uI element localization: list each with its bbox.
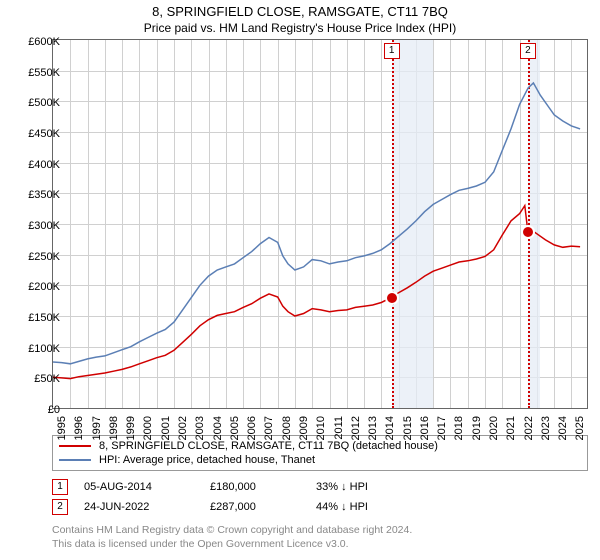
x-tick-label: 2003 — [194, 416, 206, 440]
y-tick-label: £200K — [12, 281, 60, 293]
series-property — [53, 206, 580, 379]
x-tick-label: 2016 — [419, 416, 431, 440]
x-tick-label: 2011 — [333, 416, 345, 440]
x-tick-label: 2018 — [453, 416, 465, 440]
chart-container: 8, SPRINGFIELD CLOSE, RAMSGATE, CT11 7BQ… — [0, 0, 600, 560]
x-tick-label: 1998 — [108, 416, 120, 440]
marker-dot — [385, 291, 399, 305]
sale-price: £180,000 — [210, 481, 300, 493]
x-tick-label: 2006 — [246, 416, 258, 440]
x-tick-label: 2014 — [384, 416, 396, 440]
y-tick-label: £300K — [12, 220, 60, 232]
y-tick-label: £600K — [12, 36, 60, 48]
x-tick-label: 2010 — [315, 416, 327, 440]
x-tick-label: 2020 — [488, 416, 500, 440]
x-tick-label: 2005 — [229, 416, 241, 440]
y-tick-label: £500K — [12, 97, 60, 109]
y-tick-label: £350K — [12, 189, 60, 201]
x-tick-label: 2008 — [281, 416, 293, 440]
y-tick-label: £400K — [12, 159, 60, 171]
x-tick-label: 2019 — [471, 416, 483, 440]
x-tick-label: 2007 — [263, 416, 275, 440]
y-tick-label: £0 — [12, 404, 60, 416]
y-tick-label: £100K — [12, 343, 60, 355]
x-tick-label: 1997 — [91, 416, 103, 440]
y-tick-label: £250K — [12, 251, 60, 263]
x-tick-label: 1999 — [125, 416, 137, 440]
x-tick-label: 2000 — [142, 416, 154, 440]
x-tick-label: 2023 — [540, 416, 552, 440]
plot-area: 12 — [52, 39, 588, 409]
sale-row: 1 05-AUG-2014 £180,000 33% ↓ HPI — [52, 477, 588, 497]
sale-date: 24-JUN-2022 — [84, 501, 194, 513]
y-tick-label: £150K — [12, 312, 60, 324]
legend-swatch-property — [59, 445, 91, 447]
x-tick-label: 2021 — [505, 416, 517, 440]
sale-diff: 33% ↓ HPI — [316, 481, 426, 493]
x-tick-label: 2022 — [523, 416, 535, 440]
x-tick-label: 2013 — [367, 416, 379, 440]
legend-swatch-hpi — [59, 459, 91, 461]
x-tick-label: 2001 — [160, 416, 172, 440]
x-tick-label: 1995 — [56, 416, 68, 440]
legend-item-property: 8, SPRINGFIELD CLOSE, RAMSGATE, CT11 7BQ… — [59, 439, 581, 453]
y-tick-label: £50K — [12, 373, 60, 385]
series-hpi — [53, 83, 580, 364]
footer-line: Contains HM Land Registry data © Crown c… — [52, 523, 588, 537]
x-tick-label: 2015 — [402, 416, 414, 440]
legend-item-hpi: HPI: Average price, detached house, Than… — [59, 453, 581, 467]
sale-date: 05-AUG-2014 — [84, 481, 194, 493]
x-tick-label: 2025 — [574, 416, 586, 440]
x-tick-label: 2002 — [177, 416, 189, 440]
x-tick-label: 2004 — [212, 416, 224, 440]
x-tick-label: 2024 — [557, 416, 569, 440]
sale-badge: 2 — [52, 499, 68, 515]
sales-table: 1 05-AUG-2014 £180,000 33% ↓ HPI 2 24-JU… — [52, 477, 588, 517]
x-tick-label: 2009 — [298, 416, 310, 440]
x-tick-label: 2012 — [350, 416, 362, 440]
x-tick-label: 2017 — [436, 416, 448, 440]
footer-line: This data is licensed under the Open Gov… — [52, 537, 588, 551]
attribution-footer: Contains HM Land Registry data © Crown c… — [52, 523, 588, 551]
sale-price: £287,000 — [210, 501, 300, 513]
sale-row: 2 24-JUN-2022 £287,000 44% ↓ HPI — [52, 497, 588, 517]
chart-subtitle: Price paid vs. HM Land Registry's House … — [0, 19, 600, 39]
marker-dot — [521, 225, 535, 239]
sale-badge: 1 — [52, 479, 68, 495]
y-tick-label: £550K — [12, 67, 60, 79]
chart-title-address: 8, SPRINGFIELD CLOSE, RAMSGATE, CT11 7BQ — [0, 0, 600, 19]
legend-label-hpi: HPI: Average price, detached house, Than… — [99, 454, 315, 466]
sale-diff: 44% ↓ HPI — [316, 501, 426, 513]
legend-label-property: 8, SPRINGFIELD CLOSE, RAMSGATE, CT11 7BQ… — [99, 440, 438, 452]
x-tick-label: 1996 — [73, 416, 85, 440]
y-tick-label: £450K — [12, 128, 60, 140]
